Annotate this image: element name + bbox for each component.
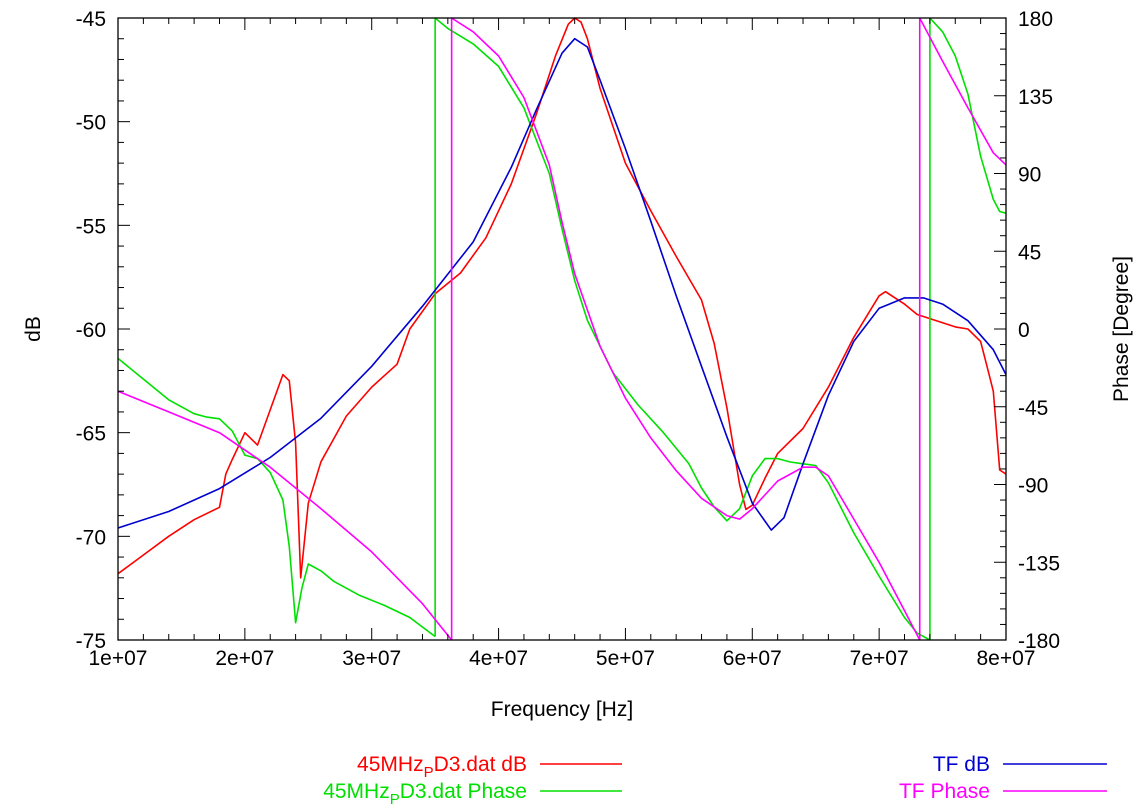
x-tick-label: 8e+07 [977,647,1036,670]
legend-label-measured-phase: 45MHzPD3.dat Phase [323,780,527,808]
x-tick-label: 2e+07 [215,647,274,670]
y-tick-label: -55 [76,215,106,238]
y-tick-label: -45 [76,8,106,31]
series-line-3 [117,17,1007,641]
plot-frame [117,17,1007,641]
legend: 45MHzPD3.dat dB 45MHzPD3.dat Phase TF dB… [323,753,1107,808]
y2-tick-label: -90 [1018,475,1048,498]
legend-item-tf-phase: TF Phase [899,780,1107,803]
x-axis-label: Frequency [Hz] [491,698,633,721]
legend-item-measured-phase: 45MHzPD3.dat Phase [323,780,622,808]
x-tick-label: 7e+07 [850,647,909,670]
series-line-2 [117,37,1007,531]
y2-tick-label: -180 [1018,630,1060,653]
y2-tick-label: 0 [1018,319,1030,342]
x-tick-label: 1e+07 [89,647,148,670]
y2-tick-label: 135 [1018,86,1053,109]
series-layer [117,17,1007,641]
tick-layer [117,17,1007,641]
tick-label-layer: 1e+07 2e+07 3e+07 4e+07 5e+07 6e+07 7e+07 8e+07… [76,8,1060,670]
y2-tick-label: -135 [1018,552,1060,575]
legend-label-measured-db: 45MHzPD3.dat dB [357,753,527,781]
x-tick-label: 5e+07 [596,647,655,670]
y2-tick-label: 90 [1018,164,1041,187]
legend-item-tf-db: TF dB [933,753,1107,776]
series-line-1 [117,17,1007,641]
y-tick-label: -50 [76,112,106,135]
y-axis-label: dB [22,316,45,342]
y-tick-label: -70 [76,526,106,549]
legend-label-tf-phase: TF Phase [899,780,990,803]
x-tick-label: 6e+07 [723,647,782,670]
x-tick-label: 4e+07 [469,647,528,670]
legend-item-measured-db: 45MHzPD3.dat dB [357,753,622,781]
y2-tick-label: 180 [1018,8,1053,31]
y-tick-label: -65 [76,423,106,446]
y-tick-label: -75 [76,630,106,653]
series-line-0 [117,17,1007,579]
y2-tick-label: 45 [1018,241,1041,264]
x-tick-label: 3e+07 [342,647,401,670]
y-tick-label: -60 [76,319,106,342]
y2-axis-label: Phase [Degree] [1110,256,1133,402]
legend-label-tf-db: TF dB [933,753,990,776]
y2-tick-label: -45 [1018,397,1048,420]
